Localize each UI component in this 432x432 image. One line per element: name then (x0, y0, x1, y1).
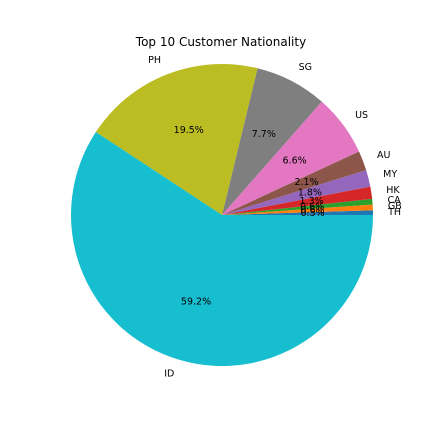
pie-slices (71, 64, 374, 366)
category-label-ca: CA (387, 195, 401, 206)
percent-label-us: 6.6% (283, 155, 307, 166)
category-label-sg: SG (299, 62, 312, 73)
percent-labels: 0.5%0.6%0.6%1.3%1.8%2.1%6.6%7.7%19.5%59.… (174, 125, 325, 307)
pie-slice-us (222, 101, 359, 215)
percent-label-au: 2.1% (294, 177, 318, 188)
category-label-hk: HK (386, 185, 400, 196)
pie-slice-th (222, 210, 374, 215)
percent-label-hk: 1.3% (300, 196, 324, 207)
pie-slice-gb (222, 204, 373, 215)
percent-label-ph: 19.5% (174, 125, 204, 136)
category-label-id: ID (164, 369, 174, 380)
chart-title: Top 10 Customer Nationality (135, 35, 306, 49)
category-label-ph: PH (148, 55, 161, 66)
percent-label-sg: 7.7% (252, 129, 276, 140)
percent-label-ca: 0.6% (300, 202, 324, 213)
pie-slice-ca (222, 198, 373, 215)
pie-slice-my (222, 170, 371, 215)
pie-slice-id (71, 132, 374, 366)
category-label-us: US (355, 110, 368, 121)
percent-label-my: 1.8% (298, 188, 322, 199)
category-label-th: TH (387, 207, 401, 218)
pie-slice-ph (95, 64, 258, 215)
percent-label-id: 59.2% (181, 296, 211, 307)
category-label-au: AU (377, 150, 390, 161)
percent-label-gb: 0.6% (300, 205, 324, 216)
category-label-my: MY (383, 169, 397, 180)
pie-slice-hk (222, 186, 373, 215)
category-label-gb: GB (388, 201, 402, 212)
pie-slice-sg (222, 68, 322, 216)
pie-slice-au (222, 151, 367, 215)
percent-label-th: 0.5% (301, 208, 325, 219)
